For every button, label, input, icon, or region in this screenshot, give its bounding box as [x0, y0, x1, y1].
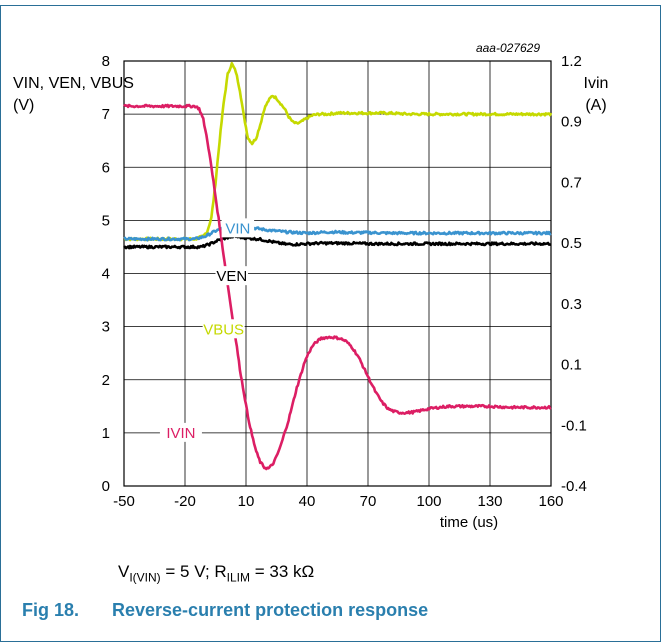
- y-tick-label-left: 8: [102, 53, 110, 70]
- y-axis-left-unit: (V): [13, 97, 34, 114]
- figure-caption: Fig 18. Reverse-current protection respon…: [22, 600, 428, 621]
- caption-v-rest: = 5 V; R: [160, 562, 227, 581]
- chart: VIN VEN VBUS IVIN -50 -20 10 40 70 100 130 160 0 1 2 3…: [13, 41, 609, 531]
- y-tick-label-right: -0.1: [561, 417, 587, 434]
- y-tick-label-right: 1.2: [561, 53, 582, 70]
- figure-title: Reverse-current protection response: [112, 600, 429, 620]
- annotation-layer: VIN VEN VBUS IVIN: [159, 218, 255, 442]
- y-tick-label-left: 5: [102, 212, 110, 229]
- y-tick-label-left: 6: [102, 159, 110, 176]
- y-tick-label-right: 0.9: [561, 114, 582, 131]
- y-tick-label-left: 4: [102, 266, 110, 283]
- y-axis-right-label: Ivin: [584, 75, 609, 92]
- plot-border: [123, 60, 552, 487]
- caption-v-sub: I(VIN): [129, 570, 161, 585]
- y-tick-label-left: 3: [102, 319, 110, 336]
- tick-labels: -50 -20 10 40 70 100 130 160 0 1 2 3 4 5 6 7 8 -0.4 -0.1 0.…: [102, 53, 587, 510]
- y-tick-label-left: 1: [102, 425, 110, 442]
- x-tick-label: 70: [360, 493, 377, 510]
- figure-number: Fig 18.: [22, 600, 80, 620]
- y-axis-left-label: VIN, VEN, VBUS: [13, 75, 134, 92]
- y-tick-label-left: 7: [102, 106, 110, 123]
- y-tick-label-right: 0.5: [561, 235, 582, 252]
- figure-frame: [0, 5, 661, 642]
- series-line-vin: [123, 223, 552, 242]
- series-label-text: VBUS: [203, 321, 244, 338]
- series-label-ven: VEN: [215, 266, 249, 286]
- x-tick-label: -50: [113, 493, 135, 510]
- x-tick-label: 10: [238, 493, 255, 510]
- x-tick-label: 160: [538, 493, 563, 510]
- series-label-ivin: IVIN: [159, 422, 202, 442]
- figure-conditions: VI(VIN) = 5 V; RILIM = 33 kΩ: [118, 562, 314, 584]
- series-label-text: VEN: [216, 268, 247, 285]
- y-tick-label-left: 2: [102, 372, 110, 389]
- x-tick-label: 130: [477, 493, 502, 510]
- caption-r-rest: = 33 kΩ: [250, 562, 315, 581]
- series-line-ivin: [123, 103, 552, 471]
- series-line-vbus: [123, 61, 553, 242]
- y-tick-label-left: 0: [102, 478, 110, 495]
- y-tick-label-right: 0.7: [561, 174, 582, 191]
- y-tick-label-right: 0.3: [561, 296, 582, 313]
- caption-v: V: [118, 562, 130, 581]
- series-label-vbus: VBUS: [202, 319, 245, 339]
- y-tick-label-right: -0.4: [561, 478, 587, 495]
- series-label-vin: VIN: [221, 218, 255, 238]
- series-layer: [123, 61, 553, 471]
- chart-code: aaa-027629: [476, 41, 540, 55]
- x-tick-label: -20: [174, 493, 196, 510]
- y-axis-right-unit: (A): [585, 97, 606, 114]
- series-label-text: IVIN: [166, 425, 195, 442]
- series-label-text: VIN: [225, 220, 250, 237]
- x-tick-label: 100: [416, 493, 441, 510]
- caption-r-sub: ILIM: [226, 570, 251, 585]
- x-tick-label: 40: [299, 493, 316, 510]
- series-line-ven: [123, 234, 552, 250]
- y-tick-label-right: 0.1: [561, 357, 582, 374]
- plot-grid: [124, 61, 551, 486]
- x-axis-label: time (us): [440, 514, 498, 531]
